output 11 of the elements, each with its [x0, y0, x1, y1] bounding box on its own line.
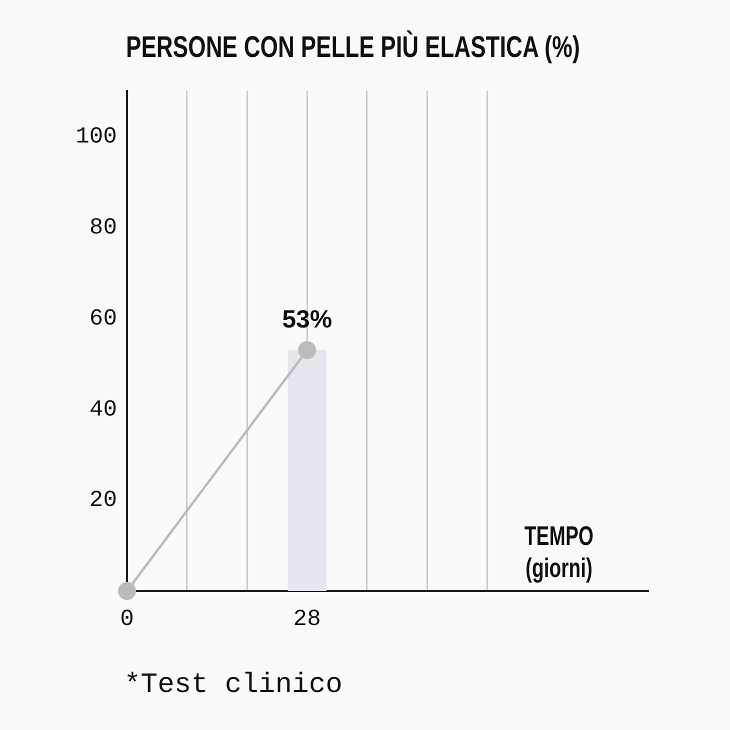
x-axis-title: TEMPO (giorni): [523, 520, 595, 585]
y-tick-label: 100: [76, 124, 117, 150]
y-tick-label: 60: [89, 305, 117, 332]
data-label: 53%: [282, 305, 332, 334]
y-tick-label: 20: [89, 487, 117, 514]
x-tick-label: 0: [120, 606, 134, 632]
y-tick-label: 80: [89, 214, 117, 240]
y-tick-label: 40: [89, 396, 117, 422]
text: *Test clinico: [124, 670, 342, 702]
x-tick-label: 28: [293, 606, 321, 632]
chart-title: PERSONE CON PELLE PIÙ ELASTICA (%): [126, 30, 580, 66]
